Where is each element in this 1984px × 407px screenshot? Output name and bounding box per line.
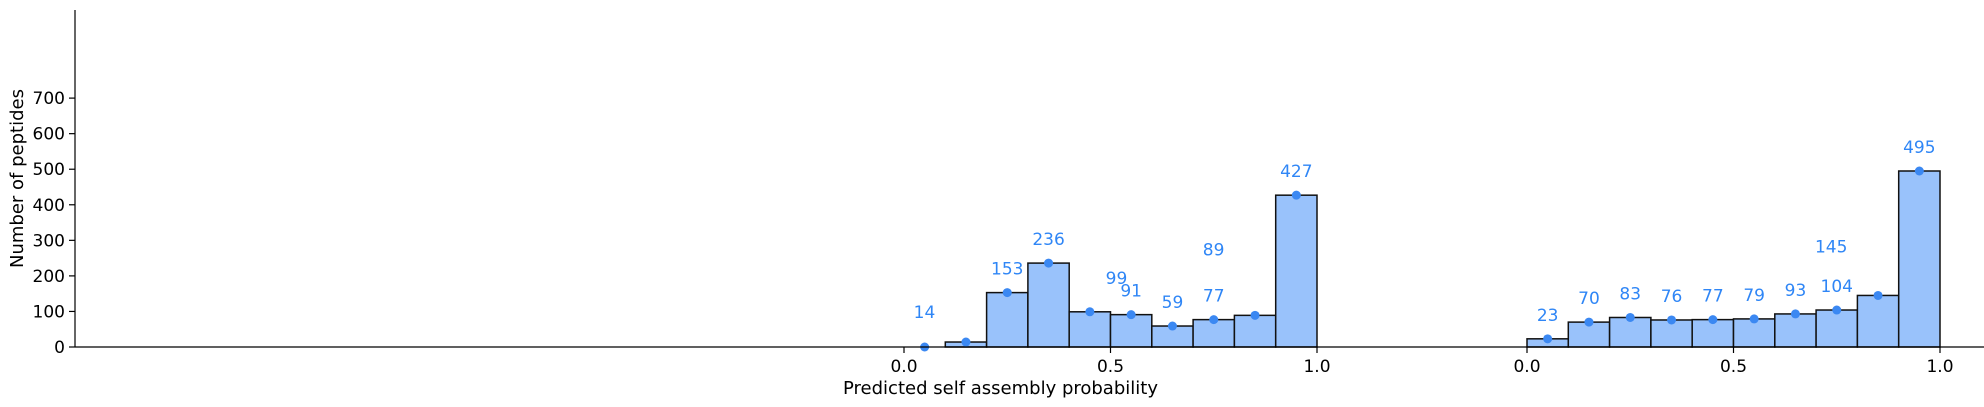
bar-value-label: 495 [1903,138,1935,158]
bin-marker [1250,310,1260,320]
bar-value-label: 104 [1821,277,1853,297]
bin-marker [1873,290,1883,300]
bin-marker [1002,288,1012,298]
bar-value-label: 14 [914,303,936,323]
y-tick-label: 500 [33,160,65,180]
bin-marker [1543,334,1553,344]
bin-marker [1085,307,1095,317]
y-tick-label: 200 [33,267,65,287]
histogram-bar [1897,170,1941,348]
x-axis-title: Predicted self assembly probability [843,378,1158,399]
bar-value-label: 91 [1120,282,1142,302]
bin-marker [1790,309,1800,319]
y-tick-label: 100 [33,302,65,322]
histogram-bar [1856,294,1900,348]
bar-value-label: 76 [1661,287,1683,307]
axes-layer [74,10,1984,348]
histogram-bar [1233,314,1277,348]
x-tick-label: 1.0 [1926,357,1953,377]
histogram-bar [1109,313,1153,348]
bar-value-label: 427 [1280,162,1312,182]
bin-marker [1749,314,1759,324]
bar-value-label: 153 [991,260,1023,280]
bar-value-label: 59 [1162,293,1184,313]
bar-value-label: 70 [1578,289,1600,309]
bin-marker [1914,166,1924,176]
bar-value-label: 77 [1203,287,1225,307]
y-tick-label: 700 [33,89,65,109]
bin-marker [1167,321,1177,331]
histogram-bar [1274,194,1318,348]
histogram-bar [1608,316,1652,348]
bar-value-label: 145 [1815,237,1847,257]
bin-marker [1126,310,1136,320]
bin-marker [1209,315,1219,325]
bin-marker [1044,258,1054,268]
x-tick-label: 0.0 [1513,357,1540,377]
x-ticks: 0.0 0.5 1.0 0.0 0.5 1.0 [890,347,1954,377]
x-tick-label: 0.0 [890,357,917,377]
histogram-bar [1815,309,1859,348]
y-tick-label: 300 [33,231,65,251]
bar-value-label: 79 [1743,286,1765,306]
x-tick-label: 1.0 [1303,357,1330,377]
bar-value-label: 236 [1032,230,1064,250]
bar-value-label: 93 [1785,281,1807,301]
y-tick-label: 400 [33,196,65,216]
y-tick-label: 0 [54,338,65,358]
y-ticks: 0 100 200 300 400 500 600 700 [33,89,75,358]
bar-value-label: 99 [1106,269,1128,289]
bin-marker [1708,315,1718,325]
x-tick-label: 0.5 [1720,357,1747,377]
histogram-bar [985,291,1029,348]
histogram-bar [1732,318,1776,348]
histogram-bar [1774,313,1817,348]
bin-marker [1291,190,1301,200]
bar-value-label: 23 [1537,306,1559,326]
histogram-bar [1691,318,1735,348]
histogram-bar [1027,262,1070,348]
markers-layer [920,166,1924,352]
x-tick-label: 0.5 [1097,357,1124,377]
bar-value-label: 83 [1619,284,1641,304]
bin-marker [1625,312,1635,322]
bin-marker [1584,317,1594,327]
bars-layer [944,170,1941,348]
y-tick-label: 600 [33,125,65,145]
bar-value-label: 89 [1203,240,1225,260]
y-axis-title: Number of peptides [7,89,28,268]
bar-value-label: 77 [1702,287,1724,307]
histogram-bar [1068,311,1112,348]
bin-marker [1832,305,1842,315]
bin-marker [1667,315,1677,325]
bin-marker [961,337,971,347]
